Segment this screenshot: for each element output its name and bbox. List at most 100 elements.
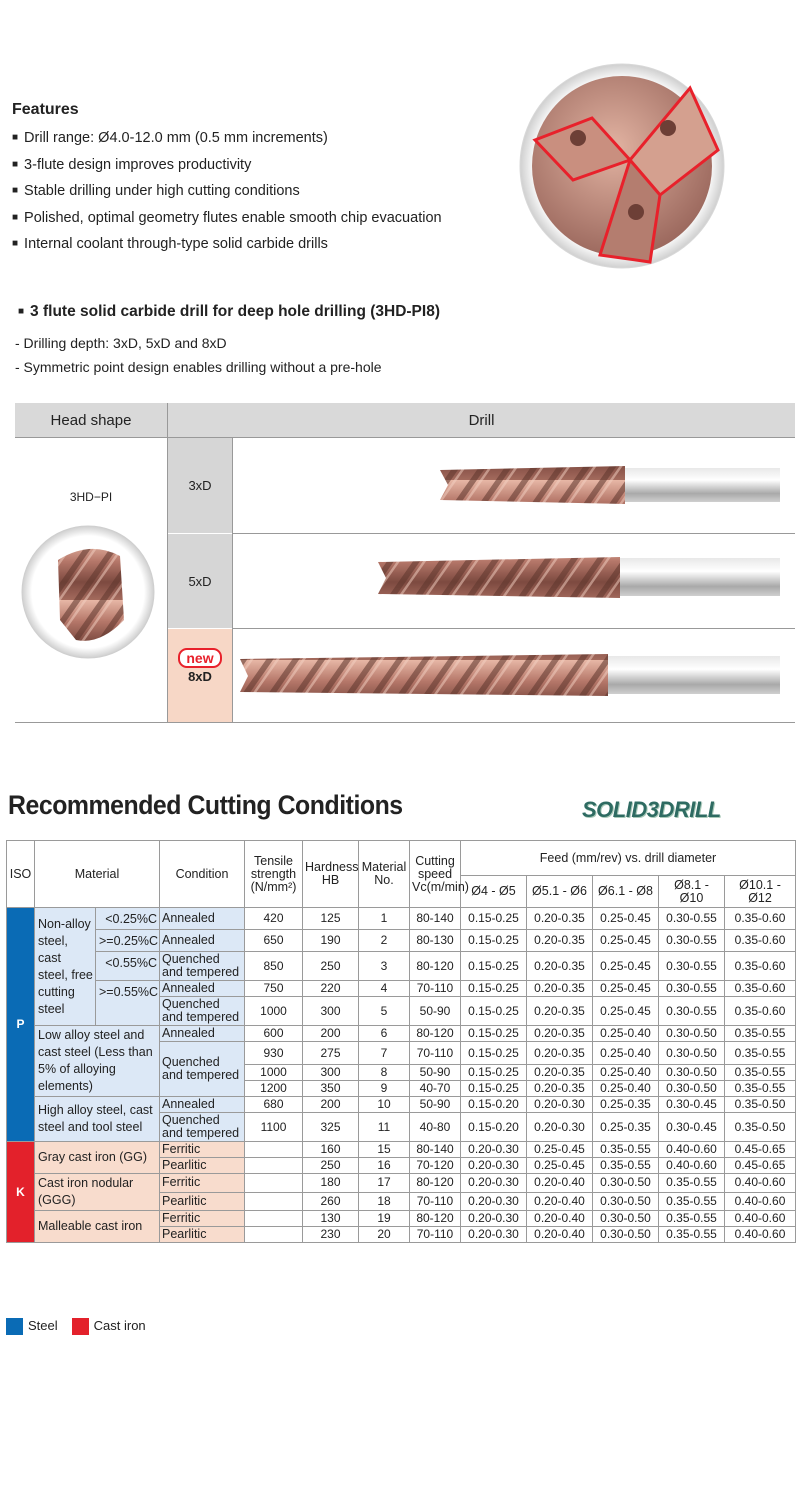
feed-cell: 0.35-0.55	[658, 1226, 725, 1243]
speed-cell: 50-90	[409, 996, 461, 1026]
material-no-cell: 1	[358, 907, 410, 930]
feature-item: Polished, optimal geometry flutes enable…	[12, 206, 442, 233]
section-notes: - Drilling depth: 3xD, 5xD and 8xD - Sym…	[15, 331, 382, 379]
feed-cell: 0.15-0.25	[460, 1041, 527, 1065]
header-cell: Ø6.1 - Ø8	[592, 875, 659, 908]
iso-cell: K	[6, 1141, 35, 1243]
feed-cell: 0.30-0.50	[592, 1226, 659, 1243]
head-label: 3HD−PI	[69, 490, 113, 504]
speed-cell: 50-90	[409, 1096, 461, 1113]
material-no-cell: 15	[358, 1141, 410, 1158]
tensile-cell	[244, 1210, 303, 1227]
speed-cell: 80-130	[409, 929, 461, 952]
table-row: Cast iron nodular (GGG) Ferritic 180 17 80-1…	[7, 1173, 797, 1211]
material-no-cell: 19	[358, 1210, 410, 1227]
tensile-cell: 930	[244, 1041, 303, 1065]
material-cell: Low alloy steel and cast steel (Less tha…	[34, 1025, 160, 1097]
feed-cell: 0.30-0.55	[658, 929, 725, 952]
table-row: Quenched and tempered 1000 300 5 50-90 0.15-0…	[7, 996, 797, 1026]
table-row: P Non-alloy steel, cast steel, free cutti…	[6, 907, 797, 1142]
material-cell: Non-alloy steel, cast steel, free cuttin…	[34, 907, 96, 1026]
condition-cell: Quenched and tempered	[159, 1041, 245, 1097]
header-cell: ISO	[6, 840, 35, 908]
tensile-cell: 650	[244, 929, 303, 952]
feed-cell: 0.40-0.60	[658, 1141, 725, 1158]
tensile-cell: 1100	[244, 1112, 303, 1142]
material-no-cell: 5	[358, 996, 410, 1026]
brand-logo: SOLID3DRILL	[582, 797, 721, 822]
tensile-cell: 750	[244, 980, 303, 997]
conditions-table: ISO Material Condition Tensile strength …	[6, 840, 797, 1243]
legend-swatch	[6, 1318, 23, 1336]
feed-cell: 0.30-0.50	[658, 1080, 725, 1097]
tensile-cell	[244, 1141, 303, 1158]
legend-item: Cast iron	[71, 1318, 146, 1336]
table-row: K Gray cast iron (GG) Ferritic 160 15 80-140 0…	[6, 1141, 797, 1243]
hardness-cell: 190	[302, 929, 359, 952]
feed-cell: 0.30-0.50	[658, 1025, 725, 1042]
feed-cell: 0.35-0.60	[723, 996, 797, 1026]
table-row: Pearlitic 250 16 70-120 0.20-0.30 0.25-0.45 0.…	[7, 1157, 797, 1174]
feed-cell: 0.25-0.45	[592, 929, 659, 952]
carbon-cell: <0.55%C	[95, 951, 160, 981]
tensile-cell	[244, 1173, 303, 1193]
feed-cell: 0.15-0.25	[460, 1064, 527, 1081]
speed-cell: 70-110	[409, 1191, 461, 1211]
feed-cell: 0.20-0.30	[460, 1210, 527, 1227]
feed-cell: 0.45-0.65	[723, 1157, 797, 1174]
feed-cell: 0.25-0.35	[592, 1112, 659, 1142]
legend: Steel Cast iron	[6, 1318, 146, 1336]
condition-cell: Pearlitic	[159, 1226, 245, 1243]
condition-cell: Annealed	[159, 1096, 245, 1113]
speed-cell: 70-110	[409, 1041, 461, 1065]
condition-cell: Ferritic	[159, 1141, 245, 1158]
table-row: >=0.55%C Annealed 750 220 4 70-110 0.15-0.25 0.…	[7, 980, 797, 1026]
feed-cell: 0.30-0.50	[658, 1041, 725, 1065]
material-no-cell: 11	[358, 1112, 410, 1142]
feed-cell: 0.20-0.40	[526, 1191, 593, 1211]
feed-cell: 0.35-0.55	[658, 1173, 725, 1193]
feed-cell: 0.25-0.40	[592, 1080, 659, 1097]
header-cell: Feed (mm/rev) vs. drill diameter	[459, 840, 797, 876]
feed-cell: 0.30-0.45	[658, 1096, 725, 1113]
header-cell: Ø5.1 - Ø6	[526, 875, 593, 908]
condition-cell: Quenched and tempered	[159, 996, 245, 1026]
hardness-cell: 230	[302, 1226, 359, 1243]
hardness-cell: 300	[302, 996, 359, 1026]
feed-cell: 0.15-0.25	[460, 1080, 527, 1097]
feed-cell: 0.40-0.60	[723, 1191, 797, 1211]
table-row: Low alloy steel and cast steel (Less tha…	[7, 1025, 797, 1097]
condition-cell: Quenched and tempered	[159, 951, 245, 981]
material-no-cell: 20	[358, 1226, 410, 1243]
condition-cell: Quenched and tempered	[159, 1112, 245, 1142]
material-no-cell: 17	[358, 1173, 410, 1193]
condition-cell: Annealed	[159, 980, 245, 997]
hardness-cell: 300	[302, 1064, 359, 1081]
feed-cell: 0.20-0.40	[526, 1173, 593, 1193]
material-cell: Malleable cast iron	[34, 1210, 160, 1243]
tensile-cell	[244, 1191, 303, 1211]
tensile-cell: 1200	[244, 1080, 303, 1097]
header-cell: Hardness HB	[302, 840, 359, 908]
speed-cell: 40-70	[409, 1080, 461, 1097]
feed-cell: 0.20-0.30	[526, 1096, 593, 1113]
header-cell: Condition	[159, 840, 245, 908]
feed-cell: 0.25-0.45	[526, 1157, 593, 1174]
feed-cell: 0.15-0.25	[460, 951, 527, 981]
feature-item: 3-flute design improves productivity	[12, 153, 442, 180]
feed-cell: 0.15-0.25	[460, 996, 527, 1026]
header-cell: Tensile strength (N/mm²)	[244, 840, 303, 908]
condition-cell: Ferritic	[159, 1173, 245, 1193]
feed-cell: 0.15-0.25	[460, 1025, 527, 1042]
feed-cell: 0.35-0.55	[723, 1080, 797, 1097]
material-cell: Gray cast iron (GG)	[34, 1141, 160, 1174]
table-row: <0.55%C Quenched and tempered 850 250 3 80-12…	[7, 951, 797, 981]
feed-cell: 0.25-0.45	[592, 996, 659, 1026]
material-no-cell: 16	[358, 1157, 410, 1174]
speed-cell: 40-80	[409, 1112, 461, 1142]
feed-cell: 0.15-0.25	[460, 929, 527, 952]
feed-cell: 0.25-0.40	[592, 1041, 659, 1065]
feed-cell: 0.35-0.55	[723, 1025, 797, 1042]
table-row: Malleable cast iron Ferritic 130 19 80-120 0.…	[7, 1210, 797, 1243]
